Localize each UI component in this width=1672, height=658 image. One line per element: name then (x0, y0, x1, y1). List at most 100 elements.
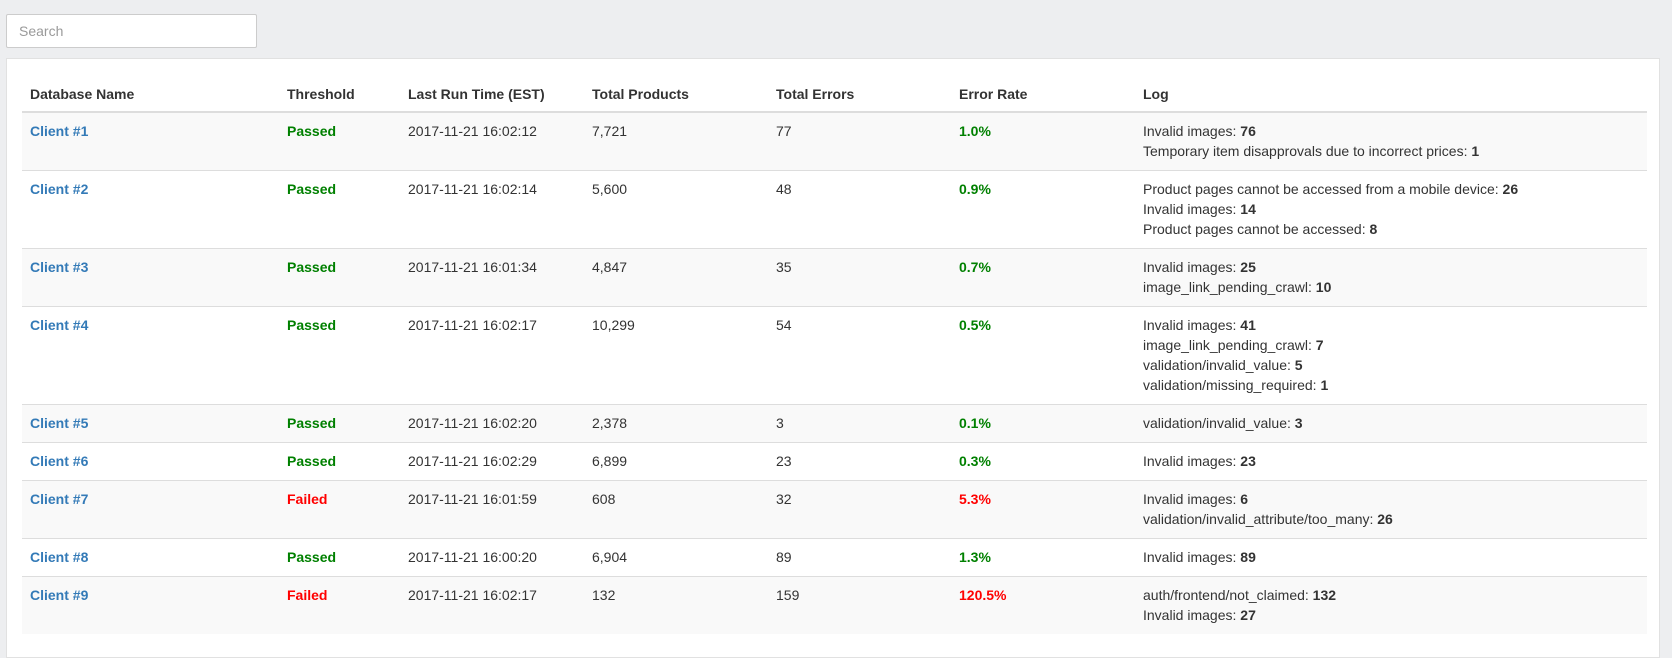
cell-error-rate: 0.5% (951, 306, 1135, 405)
client-link[interactable]: Client #2 (30, 181, 89, 197)
cell-total-errors: 159 (768, 576, 951, 634)
log-entry: validation/invalid_value: 5 (1143, 355, 1639, 375)
log-entry-count: 23 (1240, 453, 1256, 469)
cell-total-errors: 48 (768, 170, 951, 249)
cell-last-run-time: 2017-11-21 16:00:20 (400, 538, 584, 577)
cell-database-name: Client #8 (22, 538, 279, 577)
column-header-threshold[interactable]: Threshold (279, 76, 400, 113)
column-header-total-products[interactable]: Total Products (584, 76, 768, 113)
cell-total-products: 2,378 (584, 404, 768, 443)
column-header-log[interactable]: Log (1135, 76, 1647, 113)
cell-log: Invalid images: 76 Temporary item disappr… (1135, 112, 1647, 171)
cell-database-name: Client #4 (22, 306, 279, 405)
log-entry-count: 10 (1315, 279, 1332, 295)
cell-total-products: 132 (584, 576, 768, 634)
table-row: Client #6 Passed 2017-11-21 16:02:29 6,899 2… (22, 442, 1647, 481)
cell-threshold: Passed (279, 442, 400, 481)
client-link[interactable]: Client #7 (30, 491, 89, 507)
log-entry-count: 6 (1240, 491, 1249, 507)
log-entry-count: 27 (1240, 607, 1256, 623)
client-link[interactable]: Client #8 (30, 549, 89, 565)
log-entry-label: Invalid images: (1143, 259, 1237, 275)
cell-database-name: Client #1 (22, 112, 279, 171)
table-header-row: Database Name Threshold Last Run Time (E… (22, 76, 1647, 113)
log-entry-count: 76 (1240, 123, 1256, 139)
client-link[interactable]: Client #9 (30, 587, 89, 603)
log-entry-label: Invalid images: (1143, 317, 1237, 333)
log-entry-label: validation/missing_required: (1143, 377, 1317, 393)
error-rate-value: 0.5% (959, 317, 991, 333)
column-header-database-name[interactable]: Database Name (22, 76, 279, 113)
column-header-error-rate[interactable]: Error Rate (951, 76, 1135, 113)
log-entry: Invalid images: 76 (1143, 121, 1639, 141)
cell-last-run-time: 2017-11-21 16:02:20 (400, 404, 584, 443)
cell-last-run-time: 2017-11-21 16:01:34 (400, 248, 584, 307)
cell-threshold: Passed (279, 538, 400, 577)
cell-last-run-time: 2017-11-21 16:02:29 (400, 442, 584, 481)
client-link[interactable]: Client #6 (30, 453, 89, 469)
log-entry-count: 25 (1240, 259, 1256, 275)
log-entry-count: 1 (1471, 143, 1480, 159)
cell-total-products: 10,299 (584, 306, 768, 405)
table-row: Client #7 Failed 2017-11-21 16:01:59 608 32 5… (22, 480, 1647, 539)
table-row: Client #2 Passed 2017-11-21 16:02:14 5,600 4… (22, 170, 1647, 249)
cell-total-products: 7,721 (584, 112, 768, 171)
log-entry-count: 14 (1240, 201, 1256, 217)
cell-total-errors: 89 (768, 538, 951, 577)
cell-threshold: Passed (279, 112, 400, 171)
cell-total-errors: 54 (768, 306, 951, 405)
client-link[interactable]: Client #5 (30, 415, 89, 431)
log-entry-label: Invalid images: (1143, 607, 1237, 623)
threshold-status: Passed (287, 259, 337, 275)
log-entry: Temporary item disapprovals due to incor… (1143, 141, 1639, 161)
cell-log: Invalid images: 6 validation/invalid_attr… (1135, 480, 1647, 539)
log-entry-label: Product pages cannot be accessed from a … (1143, 181, 1499, 197)
cell-total-errors: 35 (768, 248, 951, 307)
error-rate-value: 0.9% (959, 181, 991, 197)
cell-last-run-time: 2017-11-21 16:02:12 (400, 112, 584, 171)
cell-total-errors: 3 (768, 404, 951, 443)
cell-threshold: Failed (279, 480, 400, 539)
error-rate-value: 5.3% (959, 491, 991, 507)
cell-error-rate: 0.9% (951, 170, 1135, 249)
cell-last-run-time: 2017-11-21 16:02:14 (400, 170, 584, 249)
table-row: Client #4 Passed 2017-11-21 16:02:17 10,299… (22, 306, 1647, 405)
cell-last-run-time: 2017-11-21 16:02:17 (400, 306, 584, 405)
table-body: Client #1 Passed 2017-11-21 16:02:12 7,721 7… (22, 112, 1647, 634)
cell-database-name: Client #2 (22, 170, 279, 249)
cell-total-errors: 32 (768, 480, 951, 539)
search-input[interactable] (6, 14, 257, 48)
cell-error-rate: 1.3% (951, 538, 1135, 577)
log-entry-count: 89 (1240, 549, 1256, 565)
client-link[interactable]: Client #3 (30, 259, 89, 275)
client-link[interactable]: Client #1 (30, 123, 89, 139)
error-rate-value: 0.1% (959, 415, 991, 431)
cell-log: Invalid images: 89 (1135, 538, 1647, 577)
column-header-total-errors[interactable]: Total Errors (768, 76, 951, 113)
log-entry: Invalid images: 6 (1143, 489, 1639, 509)
log-entry: Invalid images: 89 (1143, 547, 1639, 567)
cell-log: Invalid images: 23 (1135, 442, 1647, 481)
cell-threshold: Failed (279, 576, 400, 634)
log-entry: image_link_pending_crawl: 7 (1143, 335, 1639, 355)
log-entry-count: 1 (1320, 377, 1329, 393)
log-entry-label: validation/invalid_value: (1143, 415, 1291, 431)
cell-error-rate: 5.3% (951, 480, 1135, 539)
cell-log: Invalid images: 25 image_link_pending_cra… (1135, 248, 1647, 307)
log-entry-count: 26 (1502, 181, 1519, 197)
log-entry: validation/invalid_attribute/too_many: 2… (1143, 509, 1639, 529)
threshold-status: Passed (287, 415, 337, 431)
log-entry: validation/invalid_value: 3 (1143, 413, 1639, 433)
threshold-status: Failed (287, 587, 328, 603)
cell-database-name: Client #6 (22, 442, 279, 481)
client-link[interactable]: Client #4 (30, 317, 89, 333)
cell-log: auth/frontend/not_claimed: 132 Invalid im… (1135, 576, 1647, 634)
column-header-last-run-time[interactable]: Last Run Time (EST) (400, 76, 584, 113)
error-rate-value: 1.0% (959, 123, 991, 139)
log-entry-label: validation/invalid_value: (1143, 357, 1291, 373)
cell-total-products: 5,600 (584, 170, 768, 249)
cell-total-products: 4,847 (584, 248, 768, 307)
threshold-status: Passed (287, 317, 337, 333)
cell-total-products: 608 (584, 480, 768, 539)
log-entry-count: 8 (1369, 221, 1378, 237)
